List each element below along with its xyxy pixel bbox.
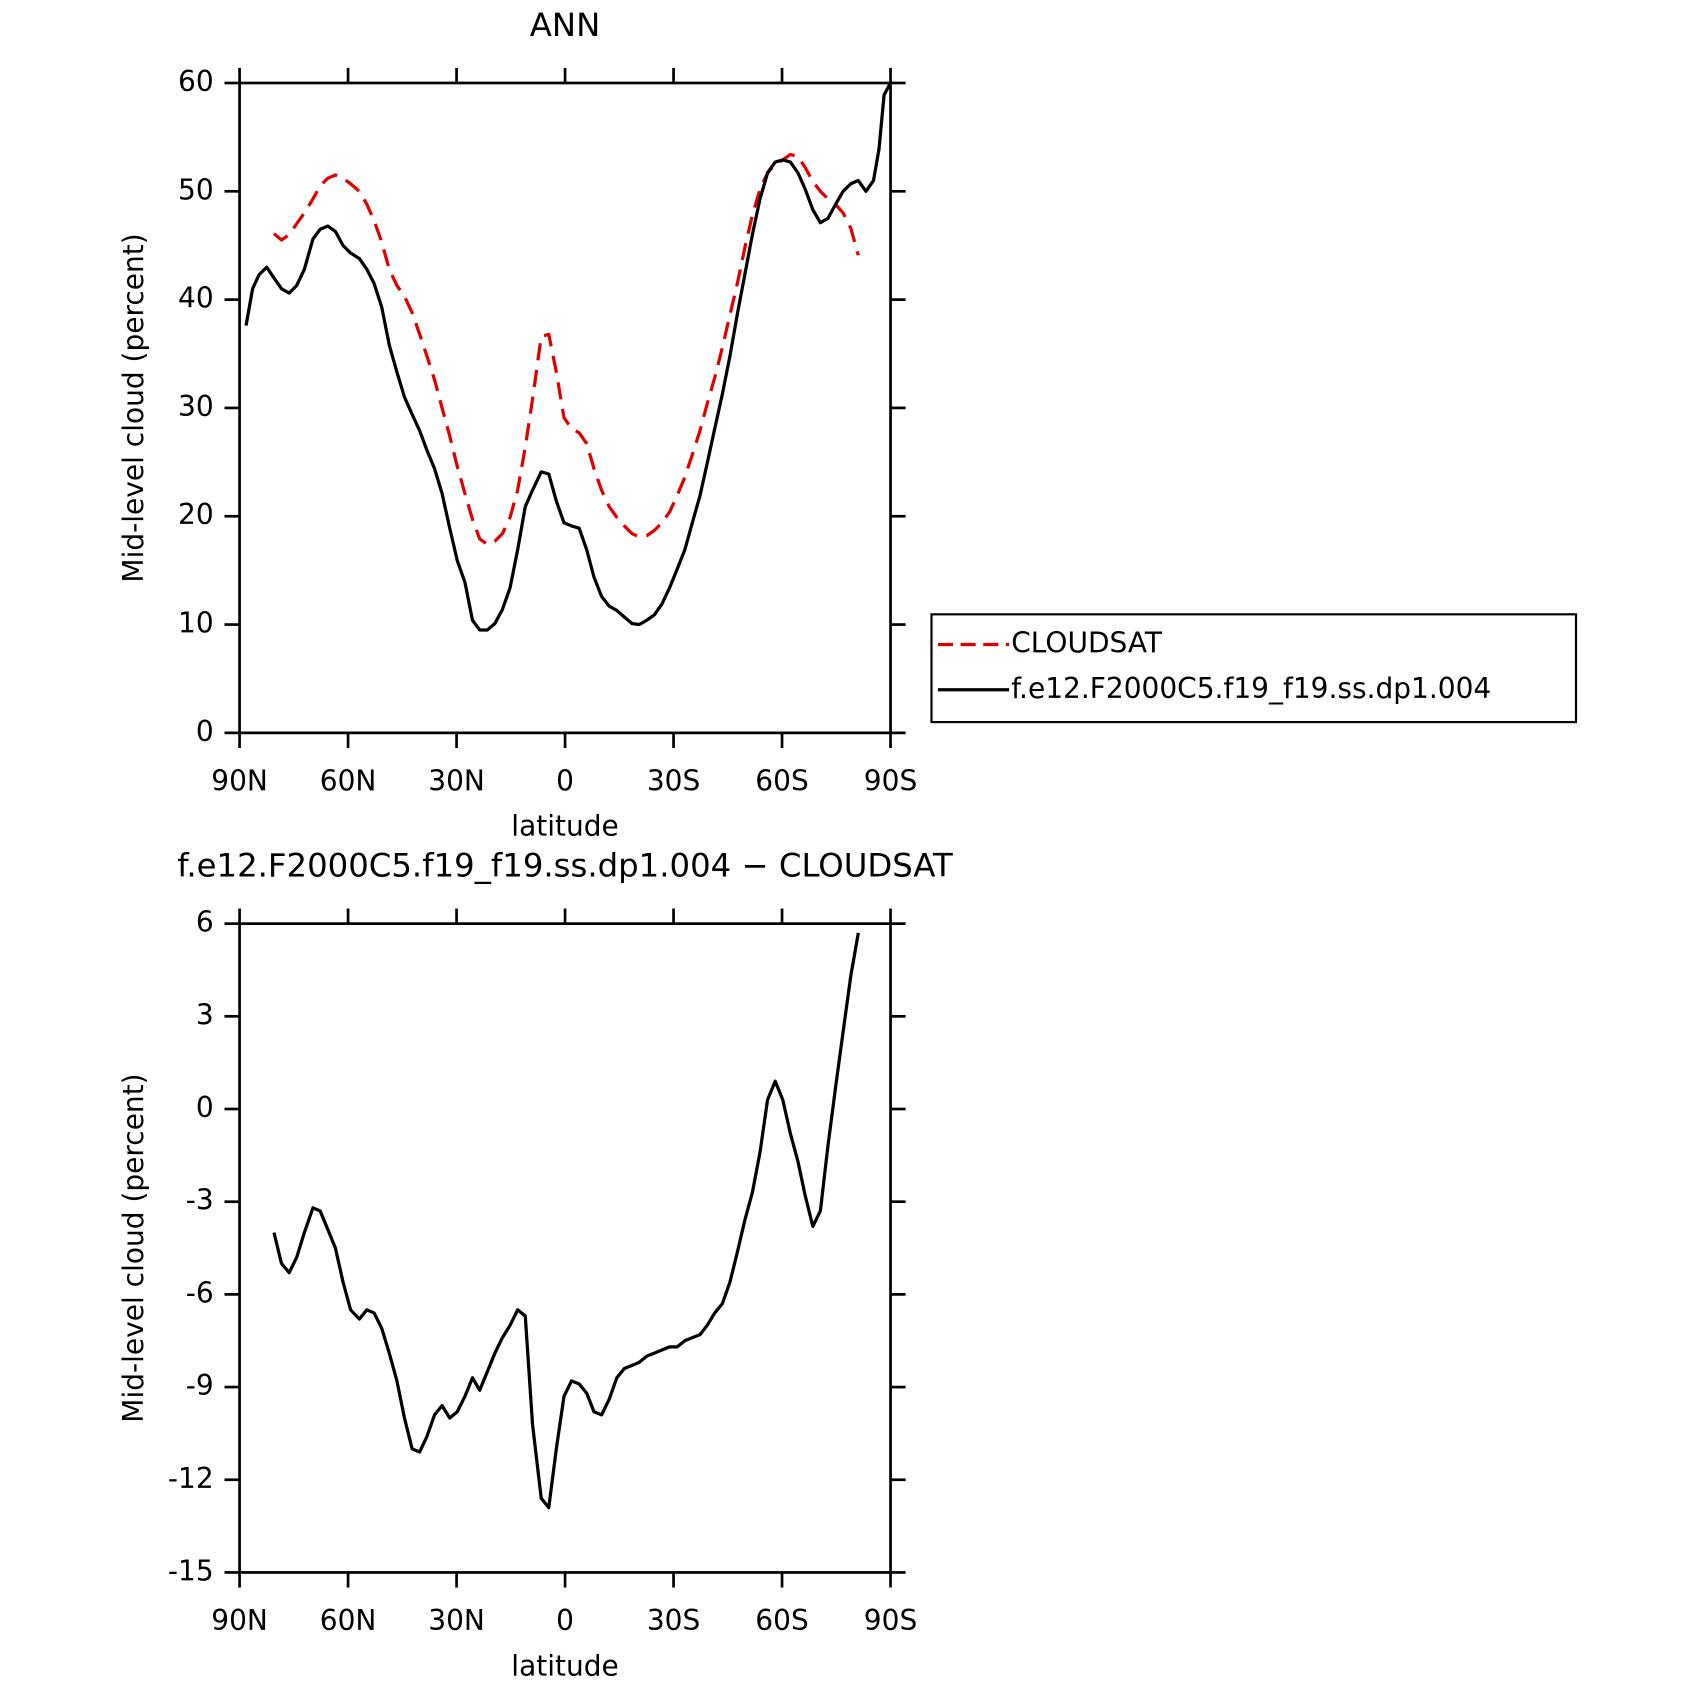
legend-label: CLOUDSAT: [1011, 626, 1163, 659]
y-tick-label: 10: [178, 607, 214, 640]
x-tick-label: 60S: [755, 1604, 808, 1637]
x-tick-label: 60S: [755, 764, 808, 797]
data-line: [272, 932, 860, 1510]
legend: CLOUDSAT f.e12.F2000C5.f19_f19.ss.dp1.004: [930, 613, 1578, 724]
x-tick-label: 60N: [320, 1604, 377, 1637]
y-tick-label: 0: [196, 715, 214, 748]
plot-frame: [238, 81, 892, 735]
y-tick-label: 6: [196, 906, 214, 939]
x-tick-label: 0: [556, 1604, 574, 1637]
y-tick-label: 60: [178, 65, 214, 98]
x-tick-label: 90S: [864, 764, 917, 797]
data-line: [272, 152, 860, 546]
y-axis-label: Mid-level cloud (percent): [117, 233, 150, 582]
legend-box: [930, 613, 1578, 724]
legend-label: f.e12.F2000C5.f19_f19.ss.dp1.004: [1011, 672, 1491, 705]
y-tick-label: -6: [186, 1276, 214, 1309]
y-tick-label: -12: [168, 1462, 214, 1495]
y-tick-label: 3: [196, 998, 214, 1031]
y-tick-label: -3: [186, 1184, 214, 1217]
x-tick-label: 30S: [647, 764, 700, 797]
x-tick-label: 0: [556, 764, 574, 797]
x-tick-label: 30N: [428, 764, 485, 797]
x-axis-label: latitude: [511, 810, 618, 843]
x-tick-label: 30N: [428, 1604, 485, 1637]
y-tick-label: 40: [178, 282, 214, 315]
data-line: [244, 82, 892, 632]
y-tick-label: 50: [178, 173, 214, 206]
y-tick-label: 20: [178, 498, 214, 531]
x-tick-label: 90S: [864, 1604, 917, 1637]
chart-title: ANN: [530, 6, 600, 44]
x-tick-label: 90N: [211, 1604, 268, 1637]
chart-title: f.e12.F2000C5.f19_f19.ss.dp1.004 − CLOUD…: [177, 847, 953, 885]
y-tick-label: 0: [196, 1091, 214, 1124]
y-tick-label: -15: [168, 1554, 214, 1587]
x-axis-label: latitude: [511, 1649, 618, 1682]
x-tick-label: 60N: [320, 764, 377, 797]
plot-frame: [238, 922, 892, 1574]
y-tick-label: 30: [178, 390, 214, 423]
y-tick-label: -9: [186, 1369, 214, 1402]
x-tick-label: 90N: [211, 764, 268, 797]
y-axis-label: Mid-level cloud (percent): [117, 1073, 150, 1422]
x-tick-label: 30S: [647, 1604, 700, 1637]
